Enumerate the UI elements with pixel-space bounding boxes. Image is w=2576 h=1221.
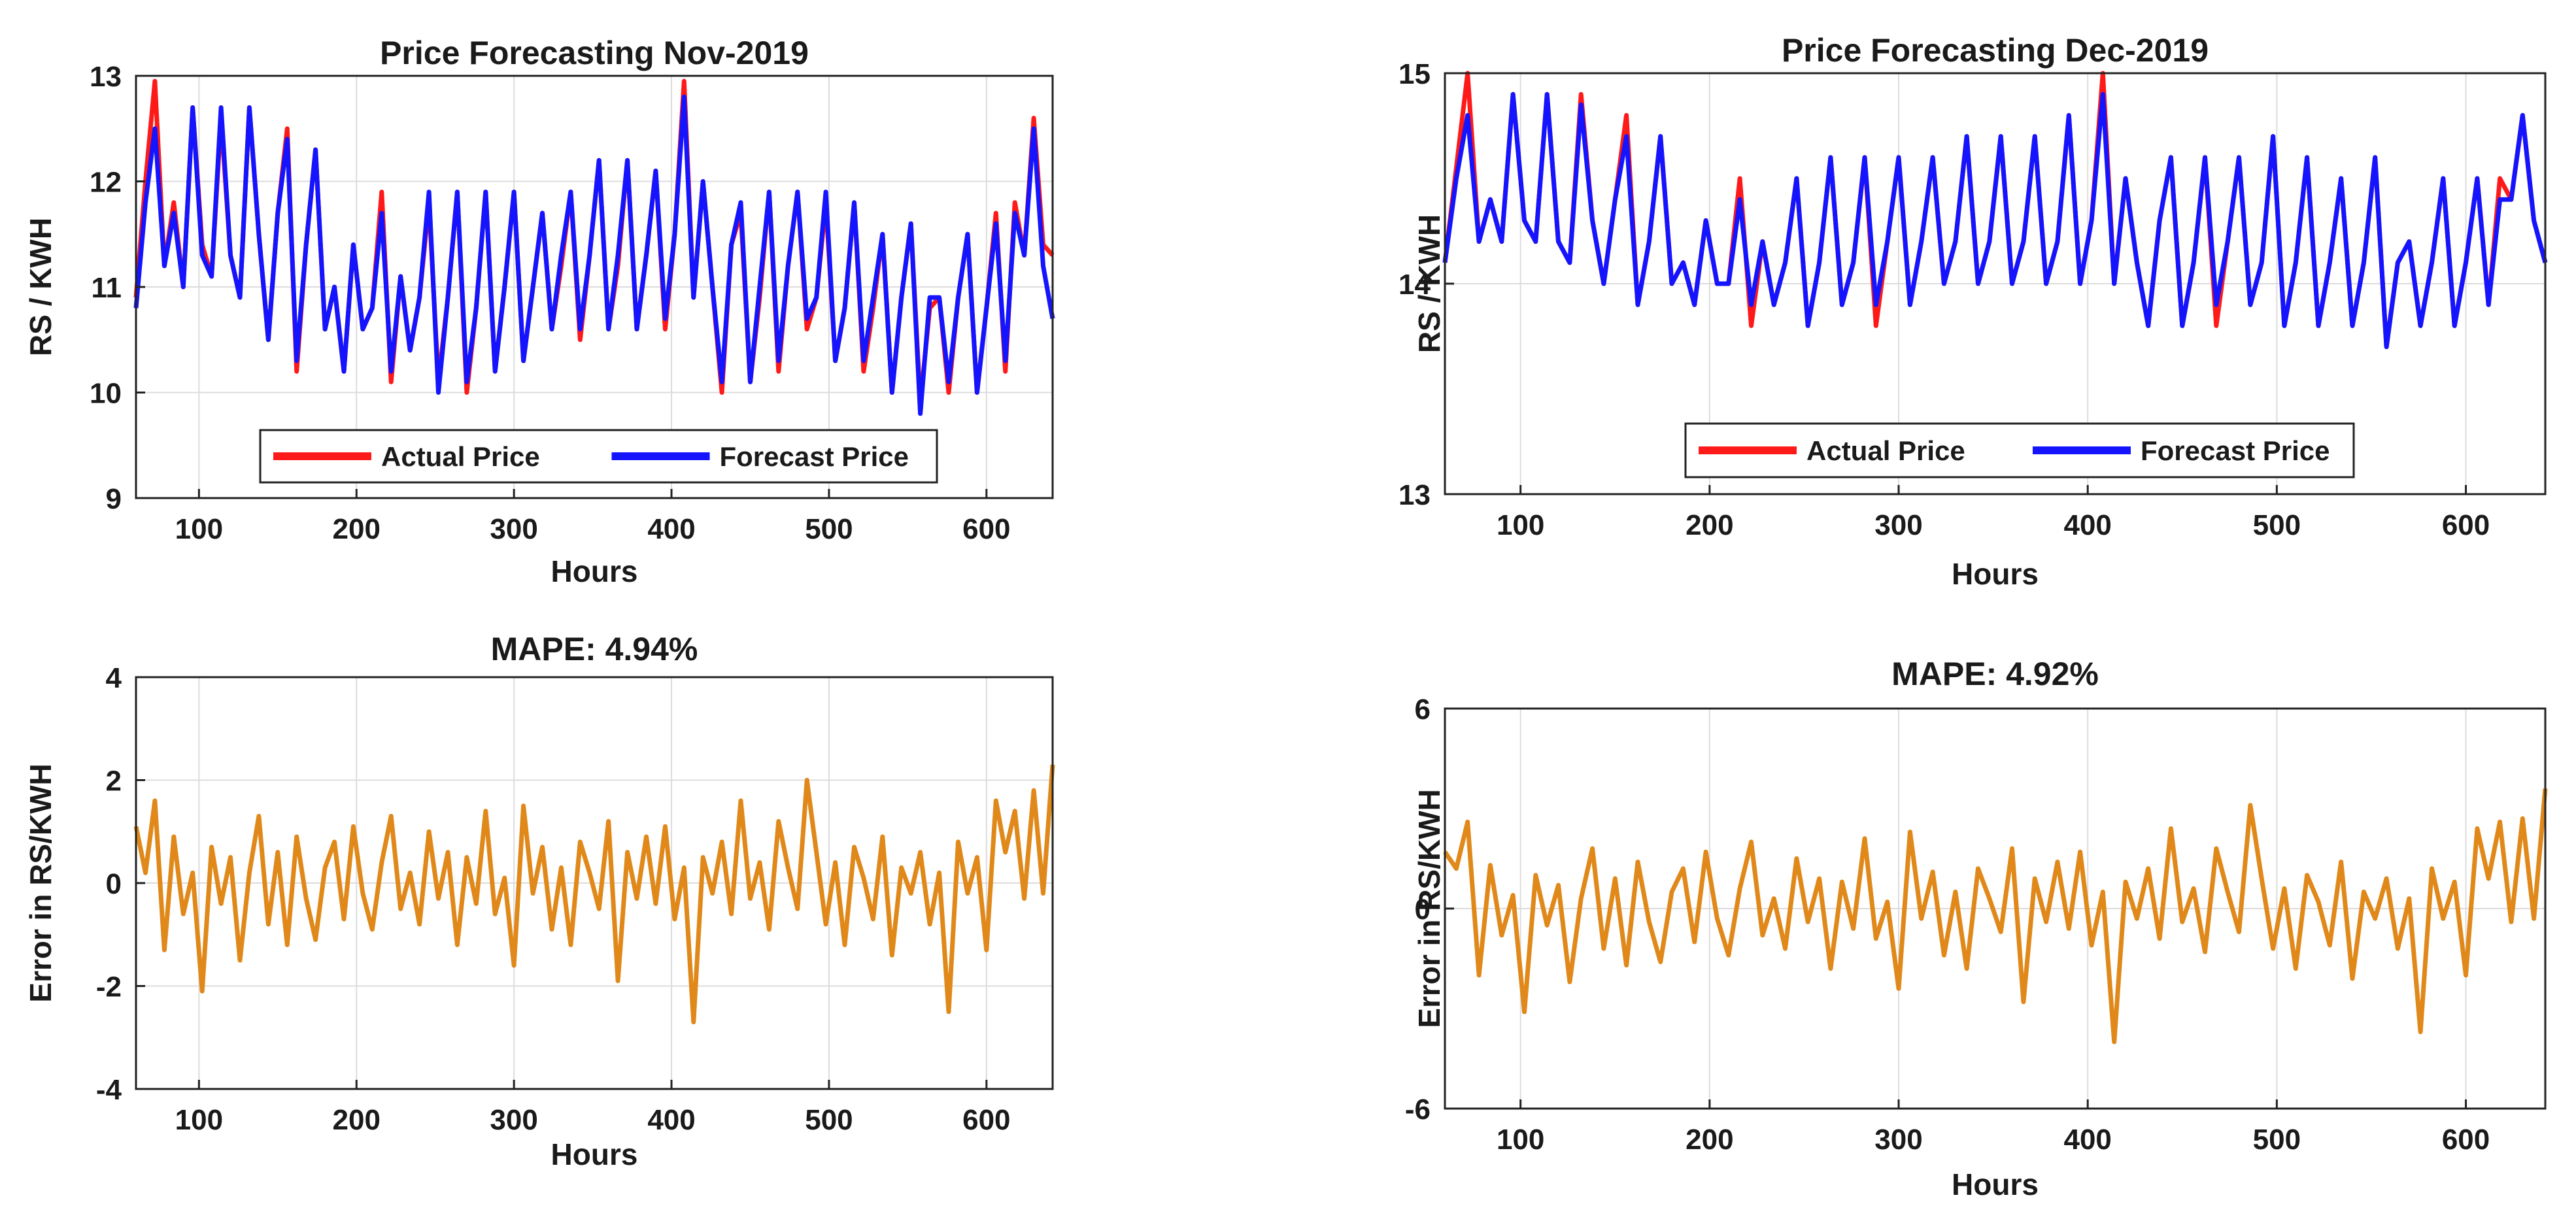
x-axis-label: Hours — [551, 554, 638, 588]
x-tick-label: 200 — [333, 513, 381, 545]
x-axis-label: Hours — [1952, 1167, 2039, 1201]
x-tick-label: 200 — [333, 1104, 381, 1136]
x-tick-label: 600 — [2442, 1124, 2490, 1156]
legend: Actual Price Forecast Price — [259, 429, 938, 484]
x-tick-label: 400 — [647, 513, 695, 545]
y-tick-label: 13 — [90, 61, 122, 93]
legend-label: Actual Price — [1806, 435, 1965, 466]
legend-box — [259, 429, 938, 484]
y-axis-label: RS / KWH — [1412, 214, 1446, 353]
chart-title: Price Forecasting Dec-2019 — [1782, 32, 2209, 69]
y-tick-label: -6 — [1405, 1094, 1431, 1126]
chart-title: Price Forecasting Nov-2019 — [380, 35, 809, 71]
y-tick-label: 0 — [1415, 894, 1431, 926]
chart-nov_price: 100 200 300 400 500 600 9 10 11 12 13 Price Forecas… — [24, 35, 1055, 588]
x-tick-label: 500 — [2253, 509, 2301, 541]
x-tick-label: 500 — [805, 1104, 853, 1136]
x-tick-label: 600 — [2442, 509, 2490, 541]
y-axis-label: Error in RS/KWH — [1412, 789, 1446, 1028]
y-tick-label: 14 — [1398, 269, 1431, 301]
x-tick-label: 200 — [1686, 1124, 1733, 1156]
y-tick-label: 10 — [90, 378, 122, 410]
legend-label: Actual Price — [381, 441, 540, 472]
legend: Actual Price Forecast Price — [1684, 422, 2355, 478]
chart-dec_error: 100 200 300 400 500 600 -6 0 6 MAPE: 4.92% Hours Er… — [1405, 656, 2548, 1201]
x-tick-label: 300 — [1874, 509, 1922, 541]
x-axis-label: Hours — [551, 1137, 638, 1171]
x-axis-label: Hours — [1952, 557, 2039, 591]
y-tick-label: 6 — [1415, 694, 1431, 726]
series-line-error — [133, 764, 1055, 1025]
chart-dec_price: 100 200 300 400 500 600 13 14 15 Price Forecastin… — [1398, 32, 2548, 591]
x-tick-label: 100 — [1497, 509, 1544, 541]
chart-nov_error: 100 200 300 400 500 600 -4 -2 0 2 4 MAPE: 4.94% Hour… — [24, 631, 1055, 1171]
series-line-forecast-price — [1442, 92, 2548, 350]
y-tick-label: 13 — [1398, 479, 1431, 511]
x-tick-label: 400 — [647, 1104, 695, 1136]
x-tick-label: 600 — [962, 1104, 1010, 1136]
x-tick-label: 100 — [175, 1104, 223, 1136]
x-tick-label: 400 — [2063, 509, 2111, 541]
y-tick-label: -4 — [96, 1074, 122, 1106]
y-tick-label: -2 — [96, 971, 122, 1003]
chart-title: MAPE: 4.94% — [491, 631, 698, 667]
y-tick-label: 15 — [1398, 58, 1431, 90]
x-tick-label: 100 — [1497, 1124, 1544, 1156]
y-axis-label: RS / KWH — [24, 218, 58, 356]
series-line-error — [1443, 788, 2548, 1045]
x-tick-label: 200 — [1686, 509, 1733, 541]
y-tick-label: 4 — [106, 662, 122, 694]
y-tick-label: 2 — [106, 765, 122, 797]
x-tick-label: 100 — [175, 513, 223, 545]
legend-box — [1684, 422, 2355, 478]
legend-label: Forecast Price — [2141, 435, 2330, 466]
y-tick-label: 9 — [106, 483, 122, 515]
y-tick-label: 0 — [106, 868, 122, 900]
y-tick-label: 11 — [91, 272, 122, 304]
series-line-forecast-price — [133, 94, 1055, 416]
legend-label: Forecast Price — [720, 441, 909, 472]
x-tick-label: 500 — [805, 513, 853, 545]
x-tick-label: 300 — [490, 1104, 537, 1136]
x-tick-label: 400 — [2063, 1124, 2111, 1156]
y-axis-label: Error in RS/KWH — [24, 763, 58, 1002]
x-tick-label: 300 — [1874, 1124, 1922, 1156]
chart-title: MAPE: 4.92% — [1891, 656, 2099, 692]
x-tick-label: 500 — [2253, 1124, 2301, 1156]
y-tick-label: 12 — [90, 167, 122, 199]
x-tick-label: 600 — [962, 513, 1010, 545]
x-tick-label: 300 — [490, 513, 537, 545]
